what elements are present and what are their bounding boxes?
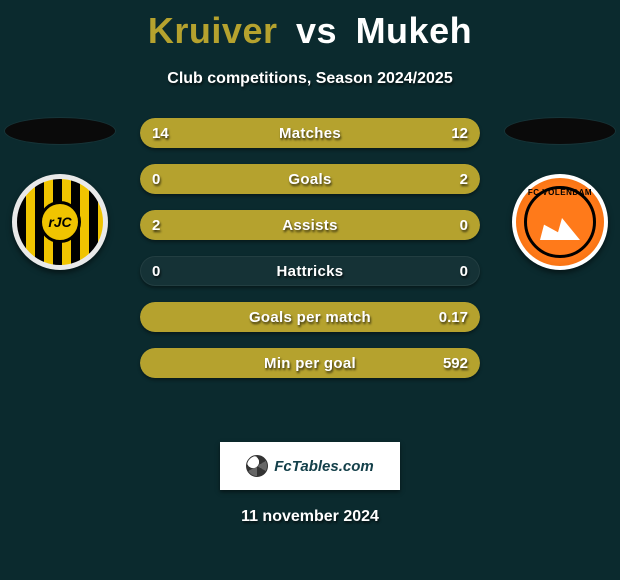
shadow-oval-left	[5, 118, 115, 144]
left-crest-column: rJC	[0, 118, 120, 270]
stat-bar-label: Assists	[140, 210, 480, 240]
stat-bar-label: Goals per match	[140, 302, 480, 332]
crest-player1-initials: rJC	[17, 179, 103, 265]
player2-name: Mukeh	[356, 10, 473, 51]
stat-bar-value-left: 0	[152, 256, 160, 286]
brand-box[interactable]: FcTables.com	[220, 442, 400, 490]
stat-bar-value-right: 0	[460, 256, 468, 286]
stat-bars: Matches1412Goals02Assists20Hattricks00Go…	[140, 118, 480, 378]
comparison-arena: rJC FC VOLENDAM Matches1412Goals02Assist…	[0, 118, 620, 418]
stat-bar-label: Goals	[140, 164, 480, 194]
stat-bar: Assists2 0	[140, 210, 480, 240]
comparison-title: Kruiver vs Mukeh	[0, 0, 620, 52]
stat-bar: Min per goal592	[140, 348, 480, 378]
stat-bar-value-right: 2	[460, 164, 468, 194]
stat-bar: Goals0 2	[140, 164, 480, 194]
stat-bar: Goals per match0.17	[140, 302, 480, 332]
stat-bar: Hattricks0 0	[140, 256, 480, 286]
brand-label: FcTables.com	[274, 458, 373, 475]
stat-bar-value-right: 0	[460, 210, 468, 240]
crest-player1: rJC	[12, 174, 108, 270]
stat-bar-value-right: 12	[451, 118, 468, 148]
stat-bar-value-left: 14	[152, 118, 169, 148]
stat-bar-label: Hattricks	[140, 256, 480, 286]
stat-bar-label: Matches	[140, 118, 480, 148]
stat-bar-label: Min per goal	[140, 348, 480, 378]
stat-bar-value-right: 0.17	[439, 302, 468, 332]
stat-bar: Matches14 12	[140, 118, 480, 148]
stat-bar-value-left: 0	[152, 164, 160, 194]
stat-bar-value-left: 2	[152, 210, 160, 240]
football-icon	[246, 455, 268, 477]
crest-player2: FC VOLENDAM	[512, 174, 608, 270]
right-crest-column: FC VOLENDAM	[500, 118, 620, 270]
crest-player2-ring: FC VOLENDAM	[516, 178, 604, 266]
player1-name: Kruiver	[148, 10, 278, 51]
subtitle: Club competitions, Season 2024/2025	[0, 70, 620, 88]
stat-bar-value-right: 592	[443, 348, 468, 378]
vs-label: vs	[296, 10, 337, 51]
shadow-oval-right	[505, 118, 615, 144]
snapshot-date: 11 november 2024	[0, 508, 620, 526]
